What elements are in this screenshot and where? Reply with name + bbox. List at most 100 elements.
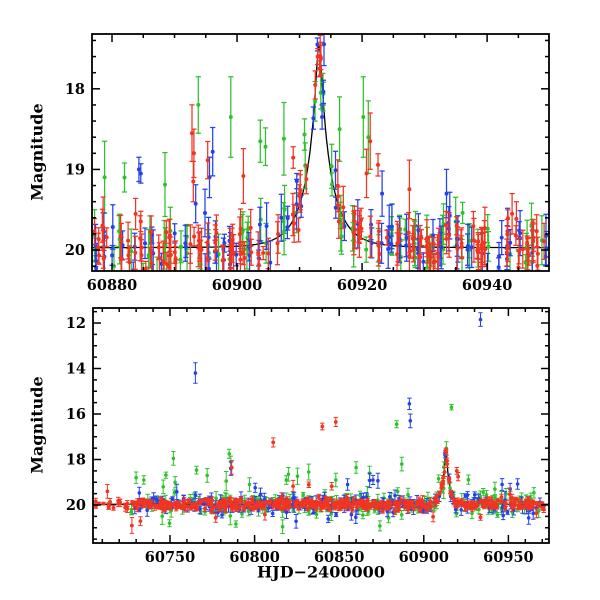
data-point [455, 246, 460, 251]
data-point [134, 475, 138, 480]
data-point [194, 468, 199, 472]
data-point [215, 511, 220, 515]
data-point [369, 222, 373, 227]
data-point [211, 505, 216, 510]
data-point [388, 501, 393, 506]
data-point [504, 250, 509, 255]
data-point [321, 89, 326, 94]
data-point [525, 247, 530, 252]
panel-bottom: 60750 60800 60850 60900 60950 12 14 16 18 20 [66, 307, 550, 566]
data-point [279, 215, 284, 220]
data-point [174, 288, 178, 292]
data-point [191, 179, 196, 184]
data-point [279, 494, 284, 499]
data-point [466, 477, 471, 482]
data-point [447, 213, 452, 218]
data-point [192, 234, 197, 239]
data-point [501, 513, 506, 518]
data-point [339, 499, 344, 504]
data-point [475, 502, 480, 506]
data-point [408, 419, 413, 423]
data-point [178, 257, 183, 262]
data-point [444, 191, 449, 196]
data-point [219, 505, 224, 509]
data-point [291, 484, 295, 488]
data-point [257, 222, 262, 227]
data-point [296, 506, 301, 511]
x-tick-label: 60800 [229, 549, 279, 566]
data-point [482, 226, 487, 231]
data-point [456, 474, 460, 479]
data-point [256, 250, 261, 255]
data-point [301, 492, 306, 497]
data-point [416, 228, 421, 233]
data-point [156, 245, 161, 250]
data-point [449, 405, 454, 410]
data-point [503, 505, 508, 510]
data-point [101, 247, 106, 252]
data-point [149, 261, 154, 266]
data-point [453, 507, 458, 512]
data-point [305, 506, 310, 511]
data-point [376, 242, 381, 247]
data-point [137, 499, 142, 504]
x-tick-label: 60750 [145, 549, 195, 566]
data-point [168, 506, 173, 511]
data-point [126, 253, 131, 258]
data-point [196, 238, 201, 243]
data-point [296, 228, 301, 232]
data-point [266, 251, 271, 256]
data-point [179, 244, 183, 249]
data-point [166, 264, 171, 269]
data-point [237, 232, 242, 237]
data-point [408, 249, 413, 254]
data-point [436, 476, 441, 481]
data-point [441, 476, 445, 480]
data-point [355, 505, 359, 509]
data-point [317, 66, 322, 71]
data-point [294, 519, 298, 524]
data-point [478, 317, 483, 322]
data-point [471, 224, 476, 229]
data-point [102, 175, 107, 180]
tick-labels: 60750 60800 60850 60900 60950 12 14 16 18 20 [66, 315, 534, 566]
y-tick-label: 18 [66, 452, 86, 469]
data-point [135, 506, 140, 511]
data-point [535, 251, 540, 256]
data-point [444, 236, 449, 241]
data-point [477, 507, 481, 512]
data-point [238, 257, 243, 262]
data-point [213, 515, 218, 520]
data-point [336, 194, 341, 199]
data-point [173, 259, 178, 264]
data-point [508, 240, 513, 245]
data-point [478, 499, 483, 503]
data-point [345, 482, 350, 487]
data-point [338, 504, 343, 509]
data-point [397, 502, 402, 507]
data-point [256, 507, 261, 512]
data-point [193, 371, 198, 375]
data-point [104, 235, 109, 240]
data-point [228, 514, 233, 518]
data-point [476, 250, 481, 254]
data-point [371, 478, 375, 482]
data-point [247, 502, 251, 507]
data-point [406, 492, 410, 497]
data-point [481, 490, 486, 495]
data-point [268, 500, 273, 505]
data-point [407, 402, 412, 406]
data-point [448, 486, 452, 490]
data-point [284, 510, 289, 514]
data-point [352, 211, 357, 216]
data-point [306, 470, 311, 474]
data-point [495, 504, 499, 509]
data-point [447, 479, 451, 484]
data-point [376, 229, 381, 234]
data-point [353, 227, 358, 232]
y-tick-label: 19 [65, 161, 85, 178]
data-point [334, 505, 338, 510]
data-point [495, 513, 500, 517]
data-point [424, 244, 429, 249]
data-point [148, 248, 153, 253]
